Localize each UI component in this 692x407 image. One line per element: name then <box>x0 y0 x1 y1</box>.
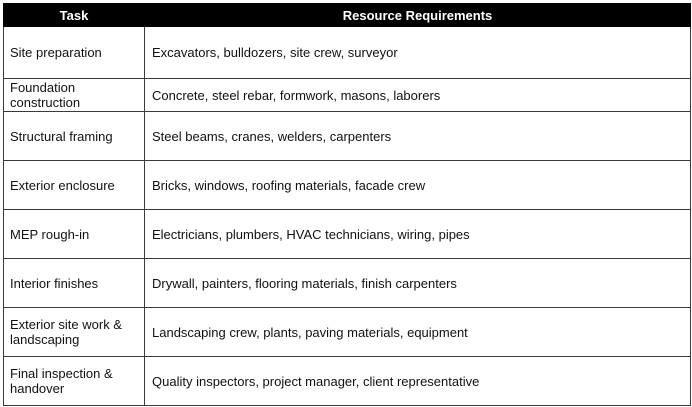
resources-cell: Steel beams, cranes, welders, carpenters <box>144 111 691 161</box>
resource-table-container: Task Resource Requirements Site preparat… <box>3 3 691 406</box>
task-cell: Site preparation <box>3 26 145 79</box>
table-header: Task Resource Requirements <box>3 3 691 27</box>
task-cell: MEP rough-in <box>3 209 145 259</box>
resources-cell: Bricks, windows, roofing materials, faca… <box>144 160 691 210</box>
table-row: Structural framing Steel beams, cranes, … <box>3 111 691 161</box>
table-row: Site preparation Excavators, bulldozers,… <box>3 26 691 79</box>
task-cell: Exterior enclosure <box>3 160 145 210</box>
table-row: Foundation construction Concrete, steel … <box>3 78 691 112</box>
table-row: Final inspection & handover Quality insp… <box>3 356 691 406</box>
task-cell: Foundation construction <box>3 78 145 112</box>
header-resource-requirements: Resource Requirements <box>144 3 691 27</box>
header-task: Task <box>3 3 145 27</box>
task-cell: Final inspection & handover <box>3 356 145 406</box>
resources-cell: Excavators, bulldozers, site crew, surve… <box>144 26 691 79</box>
resource-requirements-table: Task Resource Requirements Site preparat… <box>3 3 691 406</box>
table-row: Interior finishes Drywall, painters, flo… <box>3 258 691 308</box>
resources-cell: Concrete, steel rebar, formwork, masons,… <box>144 78 691 112</box>
table-row: MEP rough-in Electricians, plumbers, HVA… <box>3 209 691 259</box>
table-body: Site preparation Excavators, bulldozers,… <box>3 26 691 406</box>
task-cell: Exterior site work & landscaping <box>3 307 145 357</box>
table-row: Exterior enclosure Bricks, windows, roof… <box>3 160 691 210</box>
table-row: Exterior site work & landscaping Landsca… <box>3 307 691 357</box>
task-cell: Structural framing <box>3 111 145 161</box>
resources-cell: Drywall, painters, flooring materials, f… <box>144 258 691 308</box>
resources-cell: Landscaping crew, plants, paving materia… <box>144 307 691 357</box>
header-row: Task Resource Requirements <box>3 3 691 27</box>
task-cell: Interior finishes <box>3 258 145 308</box>
resources-cell: Electricians, plumbers, HVAC technicians… <box>144 209 691 259</box>
resources-cell: Quality inspectors, project manager, cli… <box>144 356 691 406</box>
